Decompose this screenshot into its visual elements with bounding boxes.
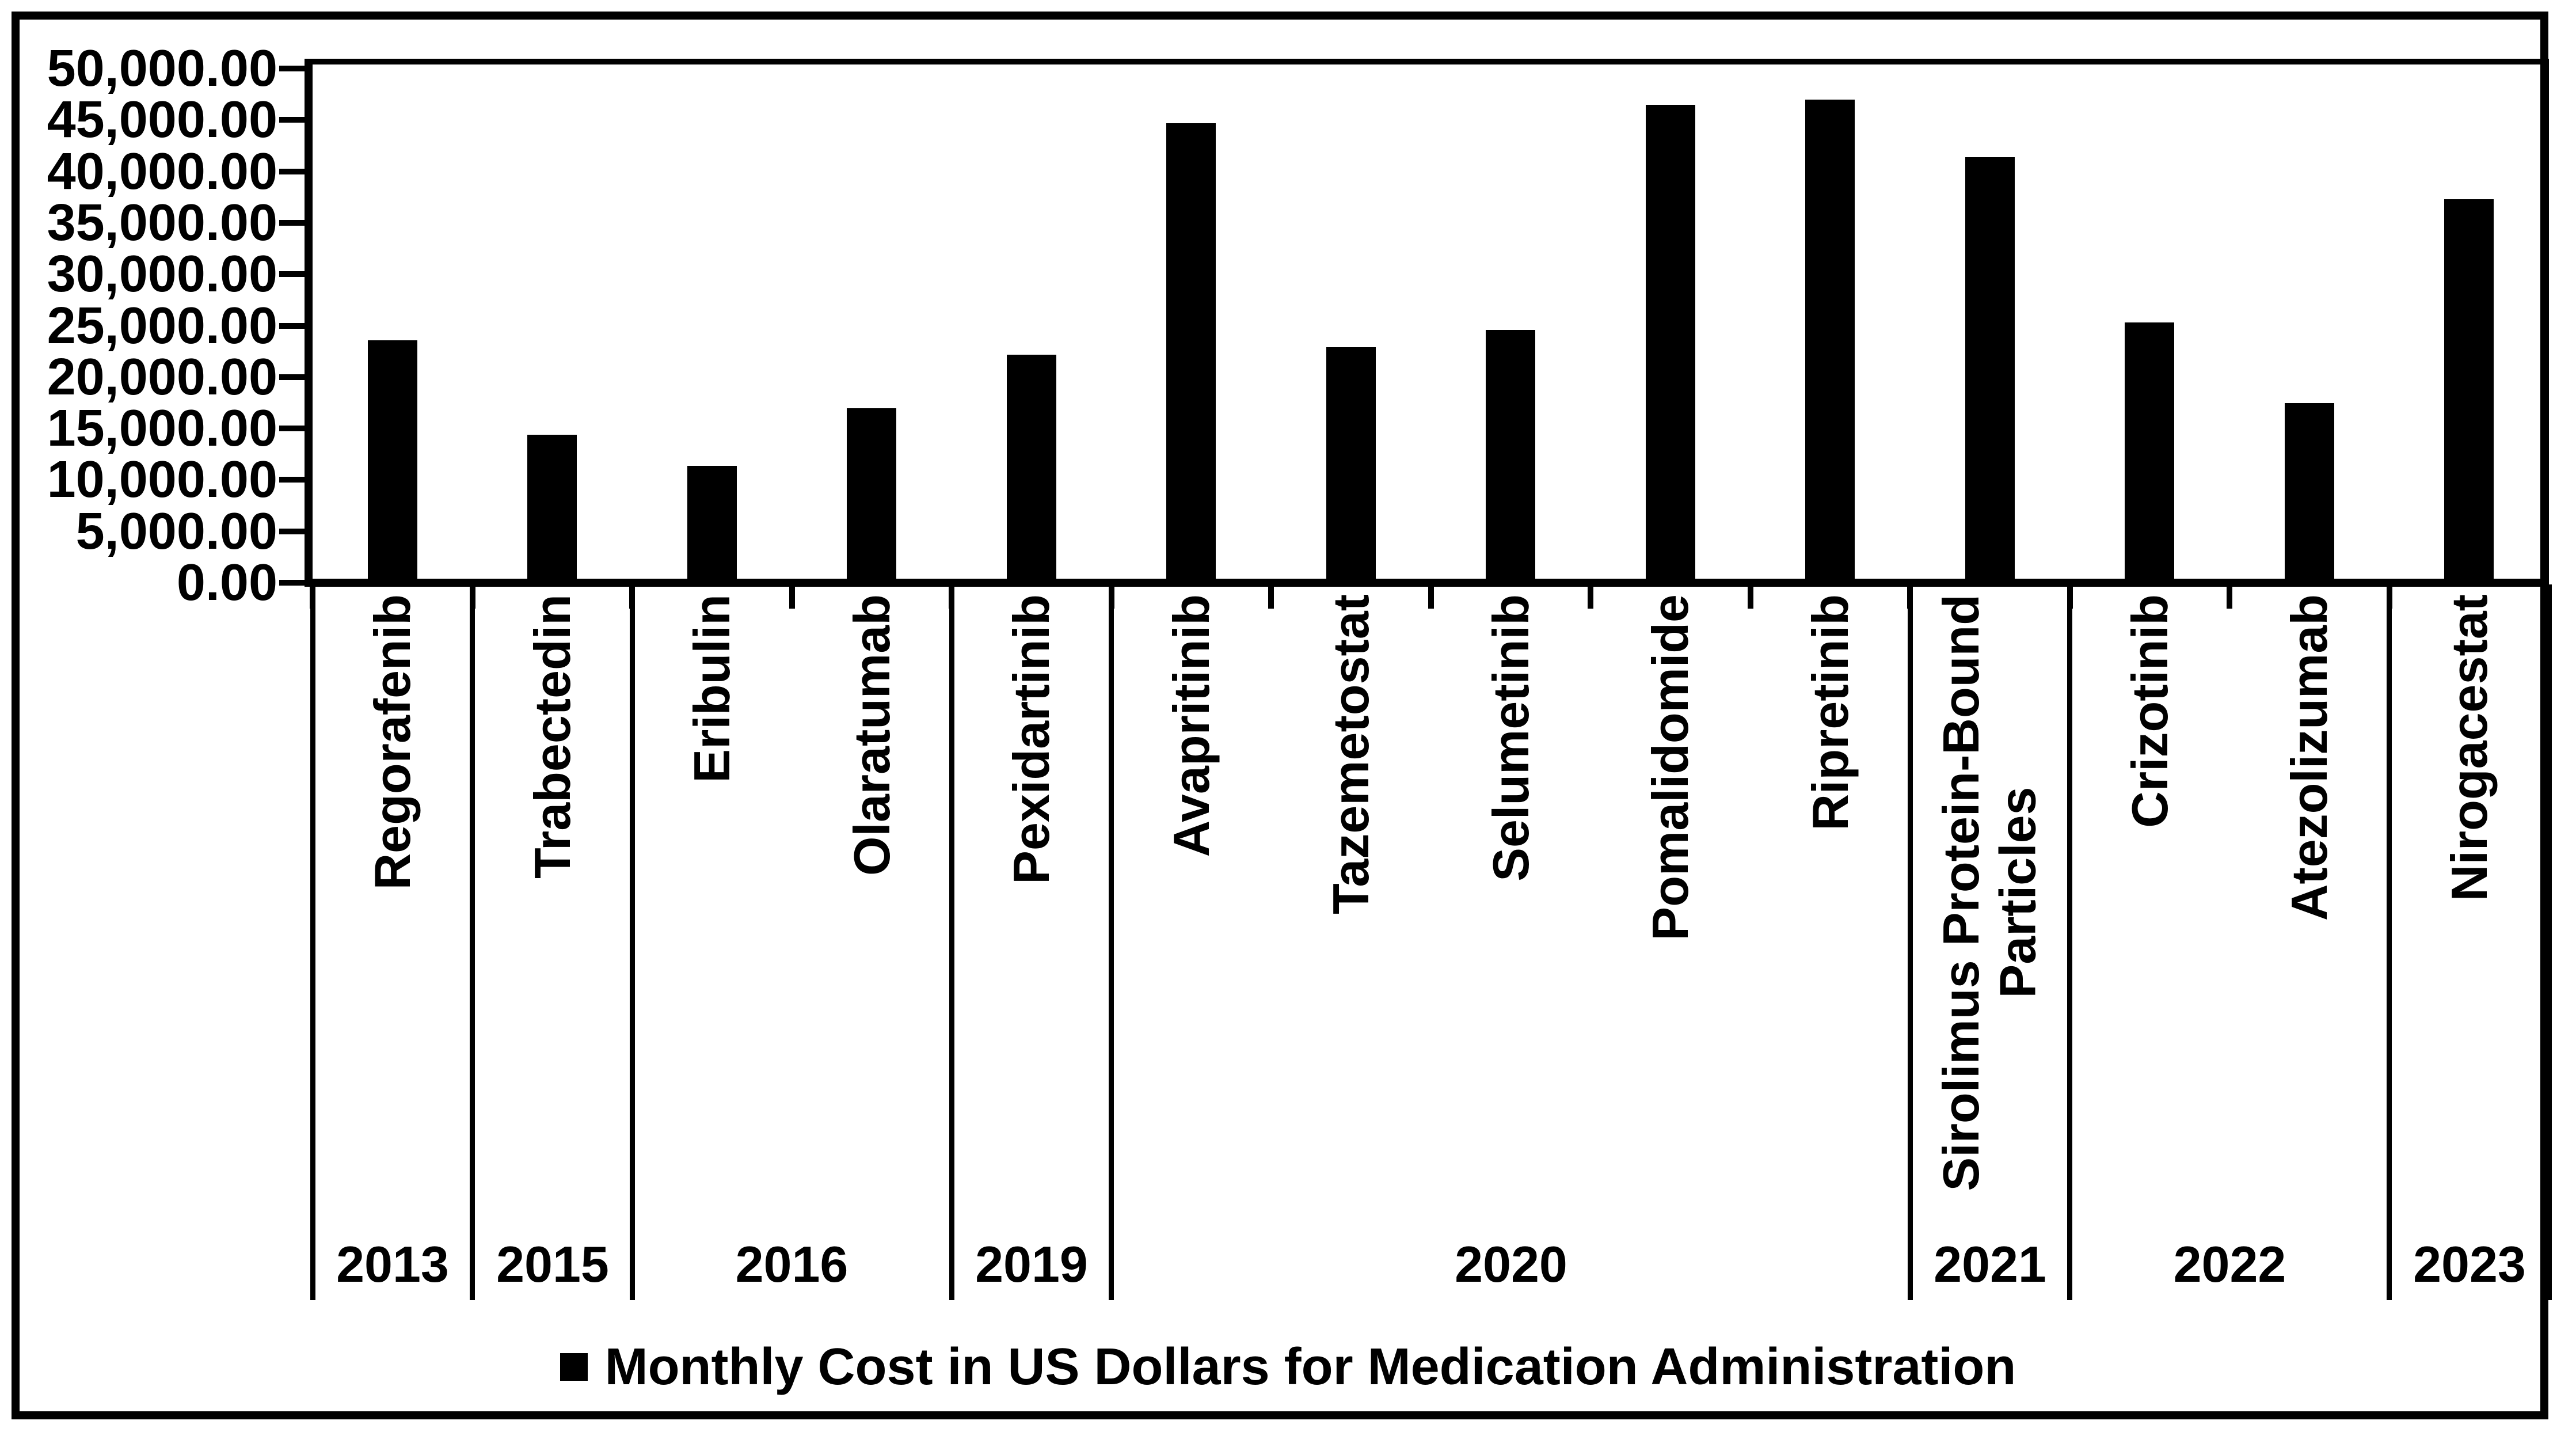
- y-axis-tick-label: 30,000.00: [47, 245, 277, 303]
- legend: Monthly Cost in US Dollars for Medicatio…: [0, 1335, 2576, 1399]
- category-tick: [1268, 587, 1274, 609]
- y-axis-tick: [279, 528, 305, 534]
- bar-sirolimus-protein-bound-particles: [1965, 157, 2015, 579]
- year-group-separator: [1109, 584, 1114, 1300]
- year-label-2013: 2013: [336, 1236, 449, 1293]
- year-group-separator: [2547, 584, 2552, 1300]
- y-axis-tick-label: 15,000.00: [47, 400, 277, 458]
- legend-square-marker-icon: [560, 1353, 588, 1381]
- bar-nirogacestat: [2444, 199, 2494, 579]
- bar-eribulin: [687, 466, 737, 579]
- year-label-2022: 2022: [2173, 1236, 2286, 1293]
- x-axis-line: [305, 579, 2549, 587]
- y-axis-tick: [279, 322, 305, 329]
- x-axis-label-slot: Sirolimus Protein-Bound Particles: [1910, 594, 2070, 1297]
- x-axis-label-ripretinib: Ripretinib: [1801, 594, 1859, 831]
- x-axis-label-trabectedin: Trabectedin: [523, 594, 581, 879]
- x-axis-label-slot: Avapritinib: [1112, 594, 1272, 1297]
- x-axis-label-slot: Ripretinib: [1751, 594, 1911, 1297]
- x-axis-label-slot: Nirogacestat: [2389, 594, 2550, 1297]
- year-label-2021: 2021: [1934, 1236, 2046, 1293]
- plot-right-border: [2543, 64, 2549, 579]
- year-label-2015: 2015: [496, 1236, 609, 1293]
- y-axis-tick-label: 35,000.00: [47, 193, 277, 252]
- x-axis-label-atezolizumab: Atezolizumab: [2280, 594, 2338, 921]
- y-axis-tick: [279, 168, 305, 174]
- year-group-separator: [1908, 584, 1913, 1300]
- plot-top-border: [305, 59, 2549, 64]
- year-group-separator: [2067, 584, 2072, 1300]
- y-axis-tick-label: 0.00: [176, 554, 277, 612]
- figure-border: [12, 12, 2548, 1419]
- year-group-separator: [2387, 584, 2392, 1300]
- bar-avapritinib: [1166, 123, 1216, 579]
- year-label-2023: 2023: [2413, 1236, 2526, 1293]
- x-axis-label-slot: Eribulin: [632, 594, 792, 1297]
- x-axis-label-nirogacestat: Nirogacestat: [2440, 594, 2498, 902]
- y-axis-tick: [279, 580, 305, 586]
- y-axis-tick: [279, 271, 305, 278]
- x-axis-label-sirolimus-protein-bound-particles: Sirolimus Protein-Bound Particles: [1932, 594, 2046, 1191]
- x-axis-label-slot: Regorafenib: [313, 594, 473, 1297]
- x-axis-label-pexidartinib: Pexidartinib: [1002, 594, 1060, 884]
- y-axis-line: [305, 64, 313, 587]
- y-axis-tick-label: 50,000.00: [47, 40, 277, 97]
- bar-crizotinib: [2125, 322, 2174, 579]
- x-axis-label-slot: Pexidartinib: [952, 594, 1112, 1297]
- bar-trabectedin: [527, 435, 577, 579]
- bar-pexidartinib: [1007, 355, 1056, 579]
- y-axis-tick-label: 10,000.00: [47, 451, 277, 509]
- y-axis-tick: [279, 426, 305, 432]
- year-label-2020: 2020: [1455, 1236, 1567, 1293]
- bar-regorafenib: [368, 340, 417, 579]
- x-axis-label-slot: Tazemetostat: [1271, 594, 1431, 1297]
- y-axis-tick-label: 40,000.00: [47, 142, 277, 200]
- y-axis-tick-label: 5,000.00: [75, 502, 277, 560]
- category-tick: [789, 587, 795, 609]
- bar-atezolizumab: [2285, 403, 2334, 579]
- y-axis-tick: [279, 219, 305, 226]
- x-axis-label-eribulin: Eribulin: [683, 594, 740, 783]
- y-axis-tick: [279, 374, 305, 380]
- legend-label: Monthly Cost in US Dollars for Medicatio…: [604, 1338, 2016, 1396]
- x-axis-label-selumetinib: Selumetinib: [1482, 594, 1539, 882]
- x-axis-label-tazemetostat: Tazemetostat: [1322, 594, 1379, 914]
- x-axis-label-slot: Olaratumab: [792, 594, 952, 1297]
- bar-selumetinib: [1486, 330, 1535, 579]
- x-axis-label-slot: Crizotinib: [2070, 594, 2230, 1297]
- x-axis-label-slot: Trabectedin: [473, 594, 633, 1297]
- bar-ripretinib: [1805, 100, 1855, 579]
- y-axis-tick: [279, 117, 305, 123]
- y-axis-tick-label: 25,000.00: [47, 297, 277, 355]
- bar-pomalidomide: [1646, 105, 1695, 579]
- year-label-2016: 2016: [735, 1236, 848, 1293]
- year-group-separator: [949, 584, 954, 1300]
- x-axis-label-crizotinib: Crizotinib: [2121, 594, 2178, 828]
- x-axis-label-regorafenib: Regorafenib: [363, 594, 421, 890]
- x-axis-label-avapritinib: Avapritinib: [1162, 594, 1220, 857]
- x-axis-label-olaratumab: Olaratumab: [843, 594, 900, 876]
- category-tick: [1588, 587, 1593, 609]
- bar-tazemetostat: [1326, 347, 1376, 579]
- year-group-separator: [310, 584, 315, 1300]
- category-tick: [1748, 587, 1753, 609]
- x-axis-label-slot: Atezolizumab: [2229, 594, 2389, 1297]
- year-group-separator: [630, 584, 635, 1300]
- x-axis-label-slot: Pomalidomide: [1591, 594, 1751, 1297]
- category-tick: [1428, 587, 1434, 609]
- x-axis-label-pomalidomide: Pomalidomide: [1641, 594, 1699, 941]
- category-tick: [2227, 587, 2232, 609]
- y-axis-tick: [279, 477, 305, 483]
- year-group-separator: [470, 584, 475, 1300]
- bar-olaratumab: [847, 408, 896, 579]
- year-label-2019: 2019: [975, 1236, 1088, 1293]
- y-axis-tick-label: 20,000.00: [47, 348, 277, 406]
- y-axis-tick-label: 45,000.00: [47, 91, 277, 149]
- x-axis-label-slot: Selumetinib: [1431, 594, 1591, 1297]
- y-axis-tick: [279, 66, 305, 71]
